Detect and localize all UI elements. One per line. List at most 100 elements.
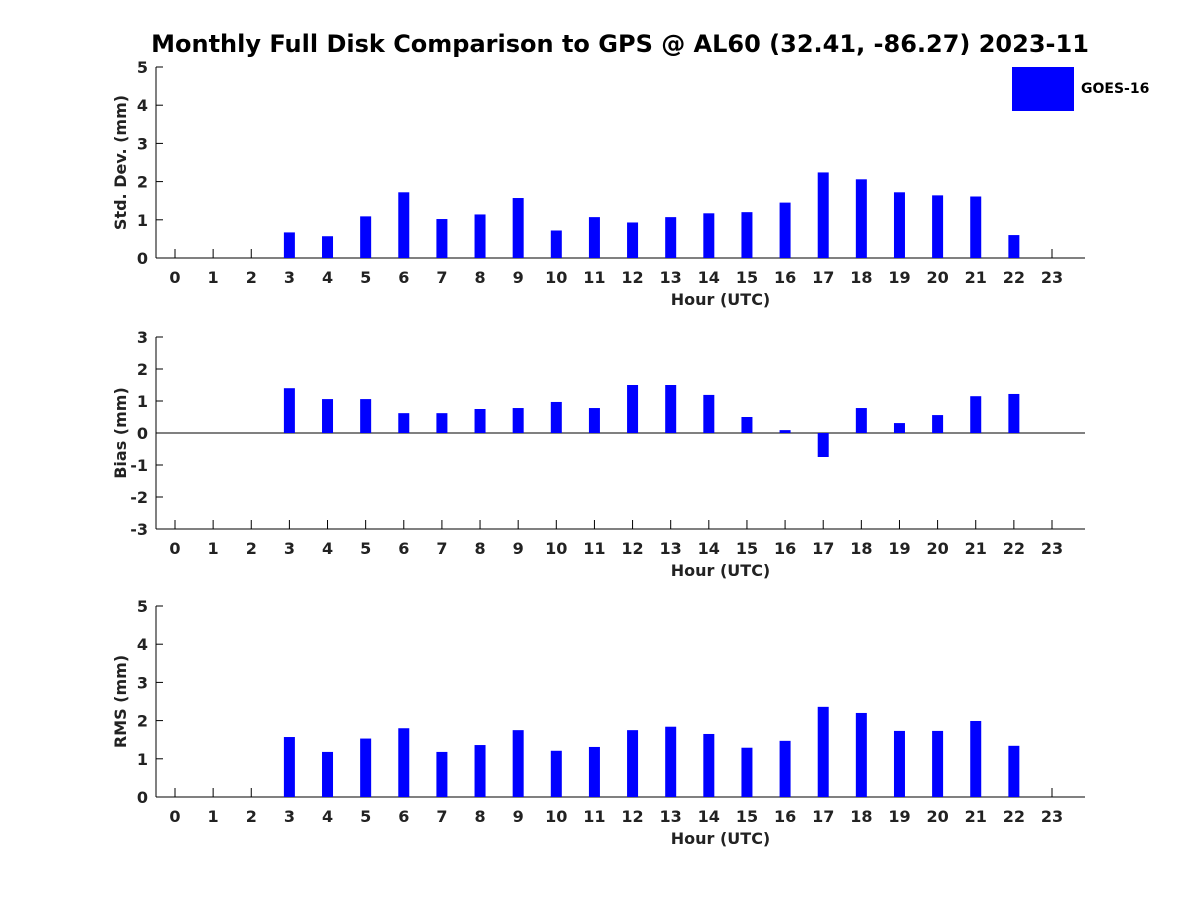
x-tick-label: 3 [284, 807, 295, 826]
bar-hour-4 [322, 399, 334, 433]
x-tick-label: 11 [583, 268, 605, 287]
x-tick-label: 9 [513, 807, 524, 826]
x-tick-label: 1 [208, 539, 219, 558]
x-tick-label: 13 [660, 539, 682, 558]
bar-hour-7 [436, 751, 448, 797]
bar-hour-16 [779, 430, 791, 433]
bar-hour-4 [322, 751, 334, 797]
bar-hour-21 [970, 196, 982, 258]
bar-hour-5 [360, 738, 372, 797]
bar-hour-8 [474, 745, 486, 797]
bar-hour-3 [283, 737, 295, 797]
bar-hour-19 [893, 730, 905, 797]
bar-hour-4 [322, 236, 334, 258]
x-tick-label: 17 [812, 268, 834, 287]
x-tick-label: 18 [850, 539, 872, 558]
legend-swatch-goes16 [1012, 67, 1074, 111]
bar-hour-13 [665, 385, 677, 433]
x-tick-label: 12 [621, 268, 643, 287]
x-tick-label: 13 [660, 807, 682, 826]
y-tick-label: 3 [137, 328, 148, 347]
bar-hour-15 [741, 212, 753, 258]
bar-hour-15 [741, 417, 753, 433]
bar-hour-15 [741, 747, 753, 797]
x-tick-label: 11 [583, 807, 605, 826]
x-tick-label: 11 [583, 539, 605, 558]
x-tick-label: 4 [322, 268, 333, 287]
bar-hour-7 [436, 413, 448, 433]
bar-hour-22 [1008, 745, 1020, 797]
y-tick-label: 3 [137, 673, 148, 692]
y-tick-label: 0 [137, 424, 148, 443]
x-tick-label: 15 [736, 268, 758, 287]
x-tick-label: 12 [621, 539, 643, 558]
x-tick-label: 1 [208, 807, 219, 826]
bar-hour-13 [665, 217, 677, 258]
bar-hour-11 [588, 746, 600, 797]
x-tick-label: 10 [545, 807, 567, 826]
x-tick-label: 21 [965, 268, 987, 287]
bar-hour-16 [779, 740, 791, 797]
y-tick-label: 2 [137, 173, 148, 192]
x-axis-label: Hour (UTC) [671, 561, 771, 580]
x-tick-label: 6 [398, 539, 409, 558]
bar-hour-18 [855, 712, 867, 797]
y-tick-label: 1 [137, 750, 148, 769]
bar-hour-5 [360, 216, 372, 258]
bar-hour-19 [893, 423, 905, 433]
x-tick-label: 18 [850, 807, 872, 826]
y-tick-label: 4 [137, 96, 148, 115]
x-tick-label: 22 [1003, 807, 1025, 826]
x-tick-label: 4 [322, 539, 333, 558]
x-tick-label: 21 [965, 539, 987, 558]
y-tick-label: 2 [137, 712, 148, 731]
x-tick-label: 20 [926, 268, 948, 287]
bar-hour-17 [817, 172, 829, 258]
x-tick-label: 15 [736, 539, 758, 558]
bar-hour-10 [550, 401, 562, 433]
y-tick-label: 1 [137, 211, 148, 230]
y-tick-label: 0 [137, 249, 148, 268]
bar-hour-19 [893, 192, 905, 258]
x-tick-label: 8 [474, 807, 485, 826]
y-tick-label: 1 [137, 392, 148, 411]
x-tick-label: 3 [284, 268, 295, 287]
bar-hour-11 [588, 408, 600, 433]
x-tick-label: 7 [436, 268, 447, 287]
y-tick-label: 5 [137, 597, 148, 616]
bar-hour-5 [360, 399, 372, 433]
x-tick-label: 14 [698, 807, 720, 826]
bar-hour-14 [703, 394, 715, 433]
bar-hour-6 [398, 413, 410, 433]
x-tick-label: 7 [436, 807, 447, 826]
x-tick-label: 21 [965, 807, 987, 826]
bar-hour-17 [817, 706, 829, 797]
x-tick-label: 23 [1041, 807, 1063, 826]
bar-hour-3 [283, 388, 295, 433]
x-tick-label: 16 [774, 807, 796, 826]
x-tick-label: 3 [284, 539, 295, 558]
y-axis-label: RMS (mm) [111, 655, 130, 748]
x-tick-label: 14 [698, 268, 720, 287]
bar-hour-7 [436, 219, 448, 258]
bar-hour-18 [855, 408, 867, 433]
x-tick-label: 17 [812, 539, 834, 558]
bar-hour-6 [398, 192, 410, 258]
y-tick-label: 3 [137, 134, 148, 153]
x-tick-label: 20 [926, 807, 948, 826]
x-tick-label: 22 [1003, 539, 1025, 558]
x-tick-label: 17 [812, 807, 834, 826]
x-tick-label: 19 [888, 268, 910, 287]
y-tick-label: 0 [137, 788, 148, 807]
bar-hour-22 [1008, 235, 1020, 258]
legend: GOES-16 [1012, 67, 1152, 113]
bar-hour-21 [970, 396, 982, 433]
bar-hour-20 [932, 730, 944, 797]
bar-hour-16 [779, 202, 791, 258]
bar-hour-21 [970, 720, 982, 797]
x-tick-label: 6 [398, 807, 409, 826]
bar-hour-8 [474, 214, 486, 258]
bar-hour-12 [627, 730, 639, 797]
